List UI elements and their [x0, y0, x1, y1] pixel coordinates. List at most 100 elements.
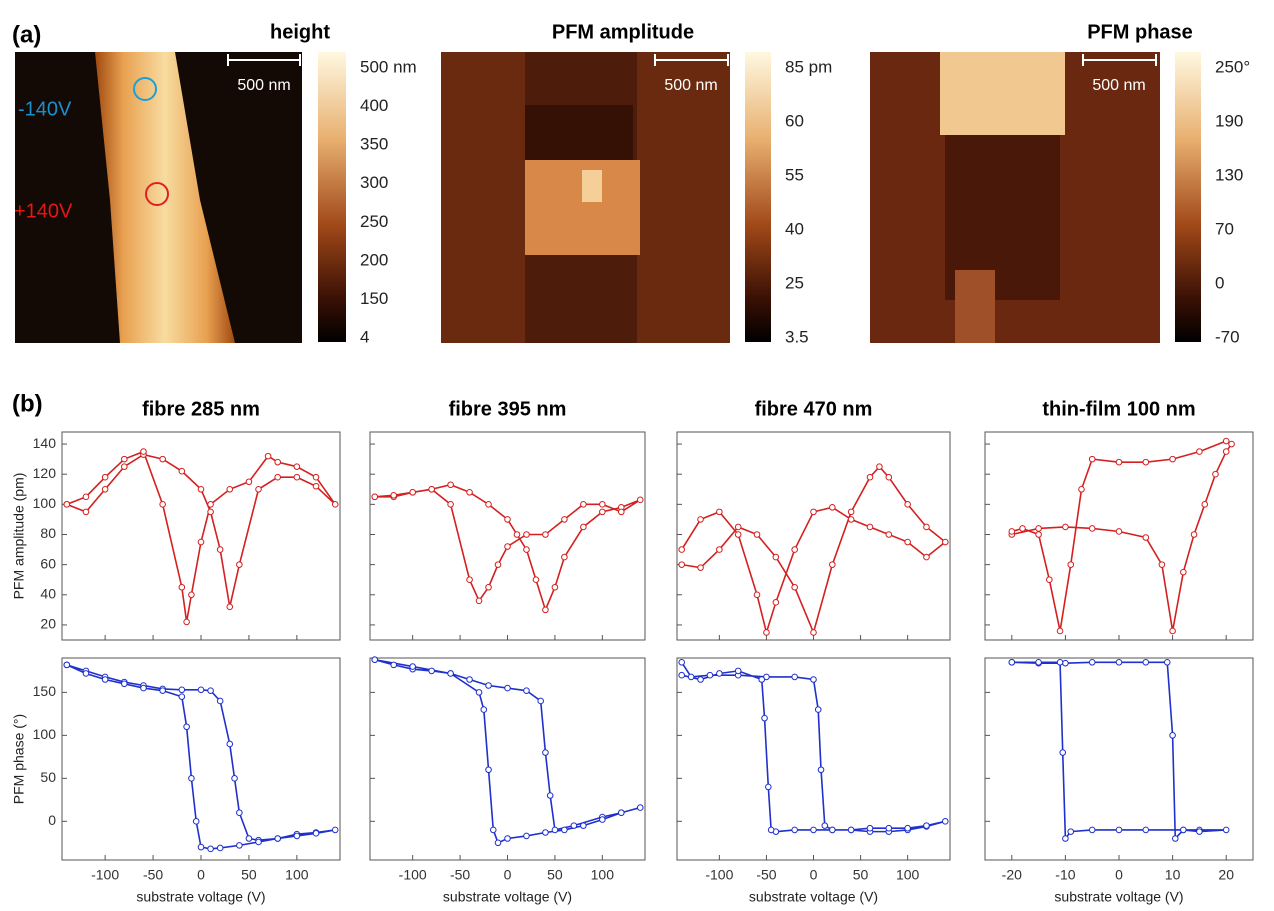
data-point [197, 485, 205, 493]
x-tick-label: -100 [91, 867, 119, 883]
data-point [697, 516, 704, 523]
data-point [1115, 528, 1123, 535]
y-tick-label: 80 [40, 525, 56, 541]
data-point [761, 714, 768, 722]
data-point [1019, 525, 1026, 532]
data-point [829, 561, 836, 568]
data-point [312, 482, 320, 490]
data-point [1196, 828, 1203, 835]
x-tick-label: 0 [1115, 867, 1123, 883]
data-point [817, 766, 825, 774]
data-point [1142, 458, 1150, 466]
data-point [734, 531, 742, 538]
data-point [1056, 627, 1064, 635]
data-point [542, 606, 549, 614]
y-tick-label: 140 [33, 435, 57, 451]
colorbar-label: 55 [785, 165, 804, 184]
data-point [504, 516, 511, 523]
data-point [121, 463, 128, 470]
data-point [542, 531, 549, 538]
plot-frame [676, 431, 951, 641]
data-point [772, 599, 780, 606]
data-point [485, 682, 492, 689]
data-point [1222, 437, 1230, 445]
colorbar-label: 130 [1215, 165, 1243, 184]
data-point [504, 835, 511, 842]
data-point [1169, 627, 1176, 635]
data-point [716, 546, 723, 553]
data-point [245, 478, 253, 486]
data-point [236, 561, 243, 568]
data-point [734, 667, 742, 675]
data-point [923, 553, 930, 561]
data-point [466, 488, 473, 496]
data-point [1142, 534, 1150, 541]
data-point [866, 523, 874, 531]
colorbar-label: 3.5 [785, 327, 809, 346]
data-point [1088, 658, 1096, 666]
data-point [542, 829, 549, 836]
data-point [409, 663, 416, 670]
data-point [716, 670, 723, 677]
colorbar-label: 70 [1215, 219, 1234, 238]
y-tick-label: 20 [40, 616, 56, 632]
plot-title: thin-film 100 nm [1042, 398, 1195, 420]
data-point [159, 455, 166, 463]
data-point [159, 501, 166, 508]
data-point [216, 697, 224, 705]
data-point [371, 493, 379, 501]
data-point [1163, 658, 1171, 666]
data-point [475, 689, 483, 696]
data-point [1088, 455, 1096, 463]
data-point [331, 501, 339, 508]
data-point [63, 661, 71, 669]
data-point [810, 508, 817, 516]
data-point [1078, 485, 1085, 493]
y-axis-label: PFM phase (°) [11, 714, 27, 804]
data-line [681, 661, 946, 833]
data-point [791, 583, 798, 591]
data-point [599, 816, 606, 823]
scale-bar-label: 500 nm [664, 77, 717, 94]
data-point [1056, 658, 1064, 666]
y-tick-label: 40 [40, 585, 56, 601]
data-point [791, 826, 798, 834]
data-point [1088, 826, 1096, 834]
data-point [523, 687, 530, 694]
plot-title: fibre 285 nm [142, 398, 260, 420]
data-point [1201, 501, 1209, 508]
data-point [231, 775, 238, 782]
data-point [192, 818, 200, 825]
data-point [814, 706, 822, 713]
data-point [274, 473, 281, 481]
data-point [140, 448, 147, 455]
colorbar-label: 150 [360, 289, 388, 308]
data-point [678, 658, 686, 666]
data-point [523, 531, 530, 538]
data-point [101, 473, 109, 481]
data-point [1222, 448, 1230, 455]
data-point [447, 670, 454, 677]
data-point [447, 501, 454, 508]
data-point [678, 671, 686, 679]
colorbar-label: 190 [1215, 111, 1243, 130]
data-point [678, 561, 686, 568]
data-point [636, 496, 644, 504]
data-point [485, 501, 492, 508]
image-title: PFM amplitude [552, 21, 694, 43]
data-line [1011, 661, 1227, 841]
data-point [331, 826, 339, 834]
data-point [1115, 658, 1123, 666]
data-point [1062, 835, 1069, 842]
data-point [876, 463, 883, 470]
data-point [570, 822, 578, 829]
data-point [1180, 826, 1187, 834]
data-point [197, 686, 205, 694]
x-tick-label: 20 [1218, 867, 1234, 883]
data-point [904, 824, 911, 832]
colorbar-label: -70 [1215, 327, 1240, 346]
data-point [409, 488, 416, 496]
data-point [866, 824, 874, 832]
data-point [245, 835, 253, 842]
